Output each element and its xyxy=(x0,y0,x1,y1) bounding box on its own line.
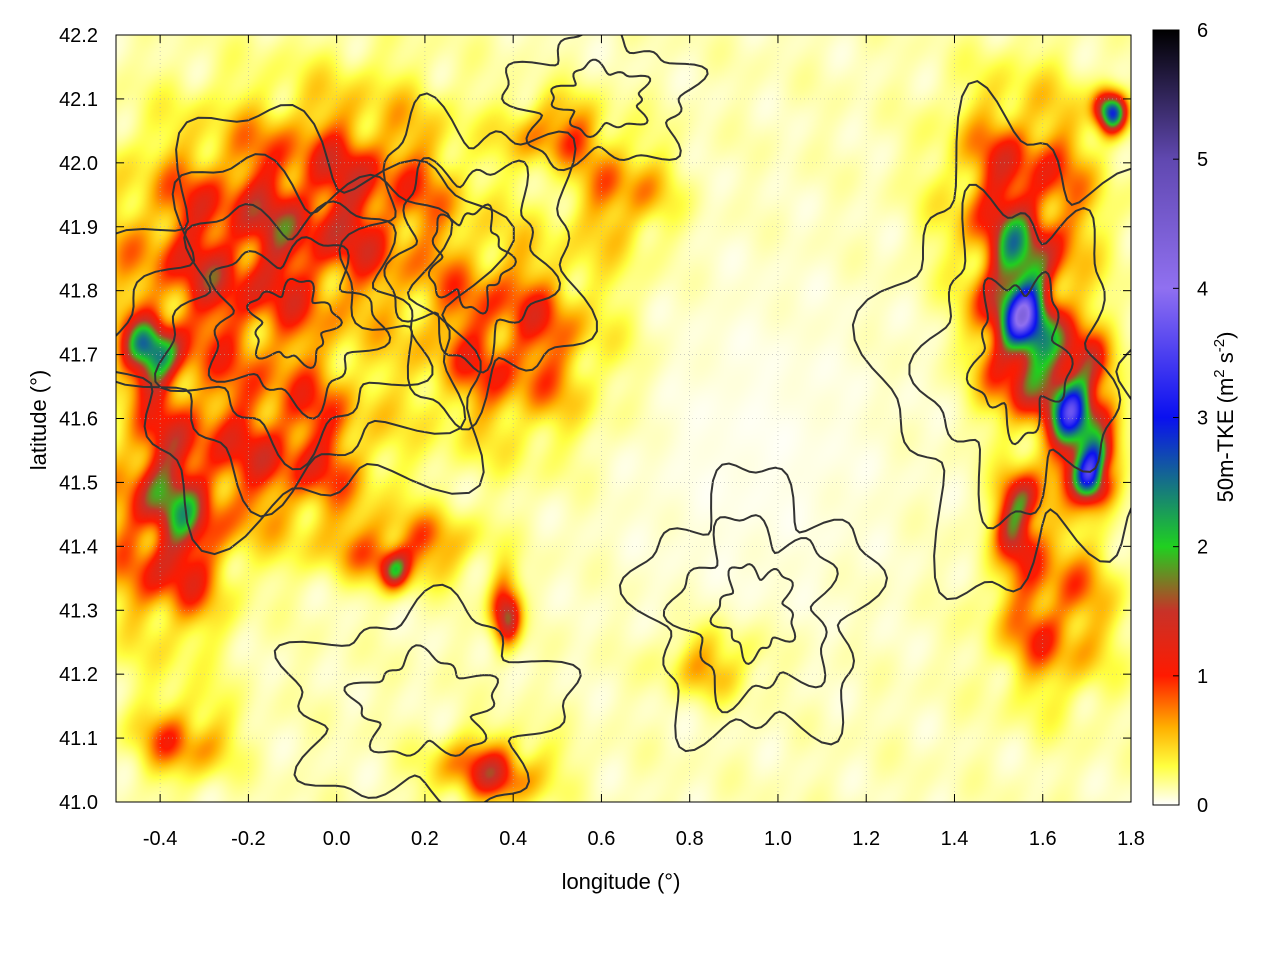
contour-line xyxy=(550,58,652,139)
y-tick-label: 41.0 xyxy=(59,792,98,814)
colorbar-tick-label: 6 xyxy=(1197,20,1208,42)
contour-line xyxy=(343,644,499,757)
colorbar-label-base: 50m-TKE (m xyxy=(1213,378,1238,503)
contour-lines xyxy=(116,35,1131,802)
contour-line xyxy=(338,92,598,431)
heatmap-raster-container xyxy=(116,35,1131,802)
y-tick-label: 41.4 xyxy=(59,536,98,558)
heatmap-raster xyxy=(116,35,1131,802)
contour-line xyxy=(709,563,797,665)
x-tick-label: -0.4 xyxy=(143,828,177,850)
y-tick-label: 41.9 xyxy=(59,217,98,239)
colorbar-tick-label: 0 xyxy=(1197,795,1208,817)
y-tick-label: 41.7 xyxy=(59,345,98,367)
x-tick-label: 1.2 xyxy=(852,828,880,850)
y-tick-label: 41.6 xyxy=(59,409,98,431)
y-tick-label: 41.8 xyxy=(59,281,98,303)
colorbar-tick-label: 5 xyxy=(1197,149,1208,171)
x-tick-label: 0.4 xyxy=(499,828,527,850)
x-tick-label: 1.6 xyxy=(1029,828,1057,850)
x-tick-label: 0.0 xyxy=(323,828,351,850)
y-tick-label: 41.2 xyxy=(59,664,98,686)
colorbar-tick-label: 2 xyxy=(1197,537,1208,559)
colorbar-label: 50m-TKE (m2 s-2) xyxy=(1211,332,1238,503)
contour-line xyxy=(207,236,392,420)
y-axis-label: latitude (°) xyxy=(26,370,51,471)
x-axis-ticks: -0.4 -0.2 0.0 0.2 0.4 0.6 0.8 1.0 1.2 1.4 1.6 1.8 xyxy=(143,35,1145,850)
x-tick-label: 0.8 xyxy=(676,828,704,850)
contour-line xyxy=(116,153,467,518)
x-tick-label: 0.2 xyxy=(411,828,439,850)
x-axis-label: longitude (°) xyxy=(562,869,681,894)
contour-line xyxy=(851,79,1131,601)
y-tick-label: 41.5 xyxy=(59,472,98,494)
y-tick-label: 41.1 xyxy=(59,728,98,750)
contour-line xyxy=(246,277,343,370)
contour-line xyxy=(965,270,1074,446)
x-tick-label: 0.6 xyxy=(588,828,616,850)
colorbar-tick-label: 1 xyxy=(1197,666,1208,688)
contour-line xyxy=(273,583,582,802)
contour-line xyxy=(908,183,1122,530)
colorbar-label-sup2: -2 xyxy=(1211,339,1228,352)
x-tick-label: 1.8 xyxy=(1117,828,1145,850)
colorbar-tick-label: 4 xyxy=(1197,278,1208,300)
colorbar-tick-label: 3 xyxy=(1197,408,1208,430)
contour-line xyxy=(154,200,434,471)
y-tick-label: 42.0 xyxy=(59,153,98,175)
colorbar-ticks: 0 1 2 3 4 5 6 xyxy=(1173,20,1208,817)
x-tick-label: 1.0 xyxy=(764,828,792,850)
colorbar-label-sup1: 2 xyxy=(1211,369,1228,377)
x-tick-label: -0.2 xyxy=(231,828,265,850)
contour-line xyxy=(383,156,562,374)
y-axis-ticks: 41.0 41.1 41.2 41.3 41.4 41.5 41.6 41.7 41.8 41.9… xyxy=(59,25,1131,814)
y-tick-label: 42.2 xyxy=(59,25,98,47)
contour-line xyxy=(427,203,517,315)
y-tick-label: 41.3 xyxy=(59,600,98,622)
y-tick-label: 42.1 xyxy=(59,89,98,111)
colorbar-label-mid: s xyxy=(1213,352,1238,369)
contour-line xyxy=(501,35,709,172)
x-tick-label: 1.4 xyxy=(941,828,969,850)
colorbar-label-end: ) xyxy=(1213,332,1238,339)
